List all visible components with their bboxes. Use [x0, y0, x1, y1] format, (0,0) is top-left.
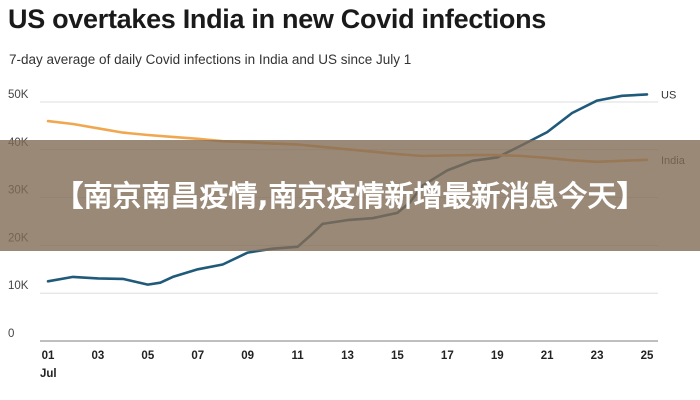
x-tick-label: 05: [141, 350, 154, 362]
y-tick-label: 10K: [8, 280, 29, 292]
chart-title: US overtakes India in new Covid infectio…: [8, 4, 547, 34]
x-tick-label: 17: [441, 350, 454, 362]
x-tick-label: 15: [391, 350, 404, 362]
overlay-banner: 【南京南昌疫情,南京疫情新增最新消息今天】: [0, 140, 700, 251]
x-tick-label: 07: [191, 350, 204, 362]
x-tick-label: 13: [341, 350, 354, 362]
overlay-headline: 【南京南昌疫情,南京疫情新增最新消息今天】: [54, 178, 646, 213]
y-tick-label: 50K: [8, 89, 29, 101]
x-tick-label: 09: [241, 350, 254, 362]
y-tick-label: 0: [8, 328, 14, 340]
x-tick-label: 11: [291, 350, 304, 362]
x-tick-label: 23: [591, 350, 604, 362]
x-axis-label: Jul: [40, 368, 57, 380]
chart-subtitle: 7-day average of daily Covid infections …: [9, 52, 412, 67]
x-tick-label: 21: [541, 350, 554, 362]
x-tick-label: 25: [641, 350, 654, 362]
x-tick-label: 01: [42, 350, 55, 362]
x-tick-label: 03: [92, 350, 105, 362]
series-label-us: US: [661, 89, 676, 101]
x-tick-label: 19: [491, 350, 504, 362]
